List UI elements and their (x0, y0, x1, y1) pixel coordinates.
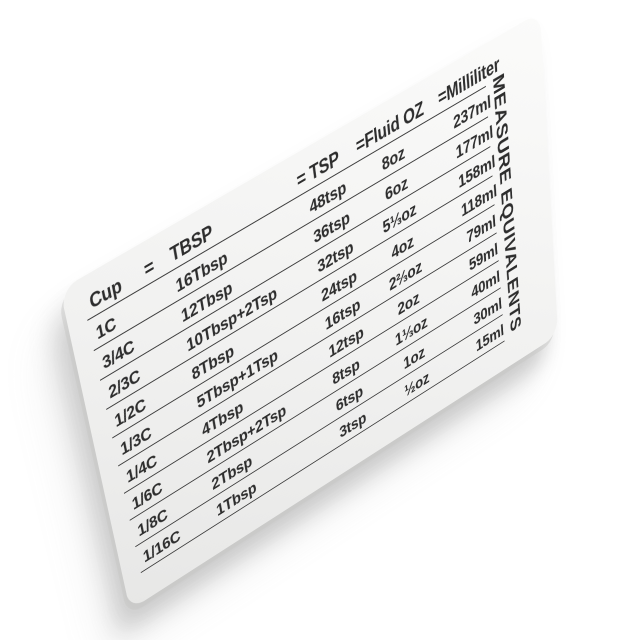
header-equals: = (142, 254, 156, 282)
vertical-title-text: MEASURE EQUIVALENTS (489, 69, 524, 336)
measure-equivalents-card: Cup = TBSP = TSP =Fluid OZ =Milliliter 1… (60, 11, 558, 611)
